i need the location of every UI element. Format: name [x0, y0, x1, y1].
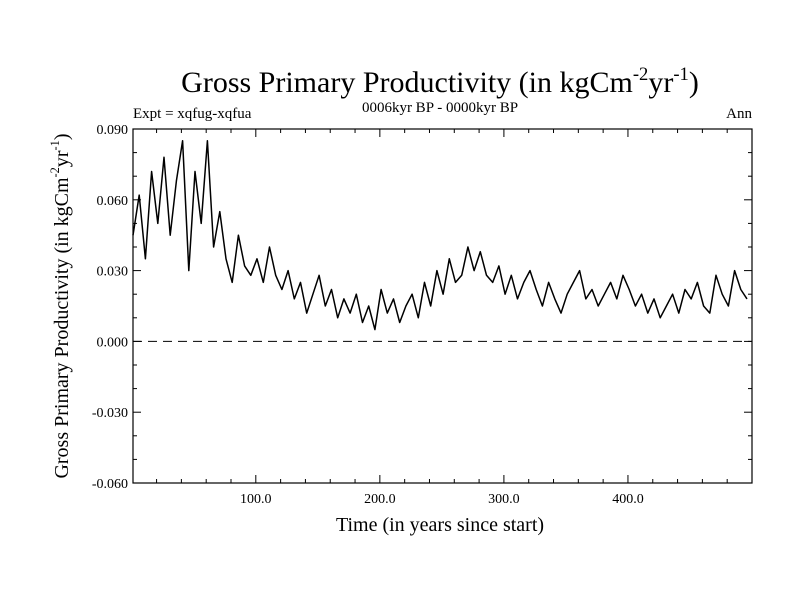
data-series	[132, 140, 748, 331]
plot-frame	[132, 128, 753, 484]
y-tick-label: -0.060	[92, 477, 128, 492]
x-tick-label: 400.0	[612, 492, 644, 507]
x-axis-label: Time (in years since start)	[336, 514, 544, 536]
subtitle-experiment: Expt = xqfug-xqfua	[133, 106, 252, 122]
y-tick-label: 0.030	[97, 265, 129, 280]
y-tick-label: 0.060	[97, 194, 129, 209]
y-axis-label: Gross Primary Productivity (in kgCm-2yr-…	[48, 133, 73, 478]
x-tick-label: 300.0	[488, 492, 520, 507]
x-axis-ticks: 100.0 200.0 300.0 400.0	[156, 129, 728, 507]
chart-title: Gross Primary Productivity (in kgCm-2yr-…	[181, 64, 699, 99]
y-tick-label: -0.030	[92, 406, 128, 421]
x-tick-label: 100.0	[240, 492, 272, 507]
subtitle-period: 0006kyr BP - 0000kyr BP	[362, 100, 518, 116]
subtitle-season: Ann	[726, 106, 752, 122]
y-axis-ticks: -0.060 -0.030 0.000 0.030 0.060 0.090	[92, 123, 752, 492]
series-line-0	[132, 140, 748, 331]
y-tick-label: 0.000	[97, 335, 129, 350]
x-tick-label: 200.0	[364, 492, 396, 507]
y-tick-label: 0.090	[97, 123, 129, 138]
